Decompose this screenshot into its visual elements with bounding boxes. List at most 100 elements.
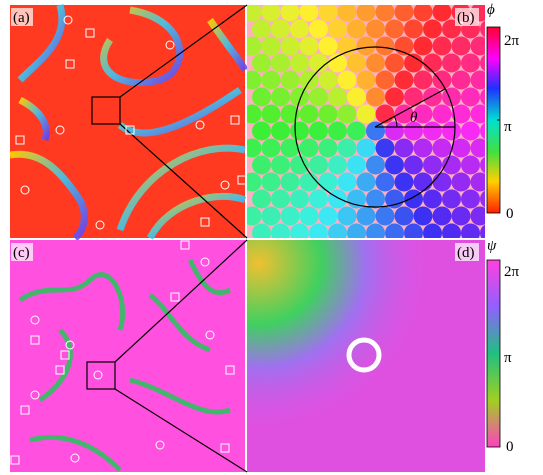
colorbar-symbol: ϕ bbox=[487, 2, 495, 18]
particle bbox=[262, 37, 281, 56]
particle bbox=[243, 3, 262, 22]
particle bbox=[404, 20, 423, 39]
particle bbox=[262, 173, 281, 192]
particle bbox=[309, 20, 328, 39]
panel-a bbox=[10, 5, 245, 238]
particle bbox=[338, 207, 357, 226]
particle bbox=[376, 37, 395, 56]
particle bbox=[385, 20, 404, 39]
particle bbox=[338, 3, 357, 22]
particle bbox=[433, 3, 452, 22]
particle bbox=[366, 88, 385, 107]
particle bbox=[357, 71, 376, 90]
particle bbox=[243, 37, 262, 56]
particle bbox=[290, 54, 309, 73]
particle bbox=[328, 156, 347, 175]
particle bbox=[252, 156, 271, 175]
particle bbox=[452, 139, 471, 158]
particle bbox=[290, 122, 309, 141]
particle bbox=[281, 37, 300, 56]
particle bbox=[347, 122, 366, 141]
particle bbox=[328, 190, 347, 209]
particle bbox=[309, 88, 328, 107]
particle bbox=[366, 54, 385, 73]
particle bbox=[442, 54, 461, 73]
colorbar-tick: 2π bbox=[504, 33, 520, 49]
particle bbox=[376, 173, 395, 192]
particle bbox=[366, 190, 385, 209]
particle bbox=[328, 224, 347, 243]
particle bbox=[376, 207, 395, 226]
particle bbox=[442, 190, 461, 209]
particle bbox=[461, 122, 480, 141]
particle bbox=[262, 105, 281, 124]
particle bbox=[300, 37, 319, 56]
particle bbox=[309, 156, 328, 175]
colorbar-tick: 0 bbox=[506, 206, 514, 222]
particle bbox=[423, 190, 442, 209]
particle bbox=[404, 224, 423, 243]
particle bbox=[433, 37, 452, 56]
particle bbox=[347, 88, 366, 107]
particle bbox=[423, 54, 442, 73]
particle bbox=[319, 207, 338, 226]
particle bbox=[366, 122, 385, 141]
colorbar-tick: π bbox=[504, 119, 512, 135]
colorbar-tick: 0 bbox=[506, 439, 514, 455]
panel-b: θ bbox=[243, 3, 500, 243]
particle bbox=[414, 173, 433, 192]
particle bbox=[423, 88, 442, 107]
particle bbox=[243, 71, 262, 90]
particle bbox=[328, 88, 347, 107]
colorbar-tick: π bbox=[504, 350, 512, 366]
particle bbox=[347, 20, 366, 39]
particle bbox=[414, 37, 433, 56]
particle bbox=[338, 71, 357, 90]
particle bbox=[357, 207, 376, 226]
particle bbox=[328, 20, 347, 39]
particle bbox=[300, 139, 319, 158]
particle bbox=[423, 156, 442, 175]
particle bbox=[395, 207, 414, 226]
particle bbox=[252, 54, 271, 73]
particle bbox=[300, 105, 319, 124]
particle bbox=[395, 71, 414, 90]
particle bbox=[433, 71, 452, 90]
particle bbox=[442, 224, 461, 243]
particle bbox=[300, 3, 319, 22]
particle bbox=[290, 224, 309, 243]
particle bbox=[461, 190, 480, 209]
particle bbox=[271, 88, 290, 107]
particle bbox=[290, 20, 309, 39]
particle bbox=[262, 207, 281, 226]
figure: θ (a) (b) (c) (d) bbox=[0, 0, 543, 475]
particle bbox=[452, 37, 471, 56]
particle bbox=[243, 173, 262, 192]
particle bbox=[376, 105, 395, 124]
particle bbox=[404, 156, 423, 175]
particle bbox=[414, 3, 433, 22]
particle bbox=[252, 224, 271, 243]
particle bbox=[309, 190, 328, 209]
particle bbox=[395, 173, 414, 192]
particle bbox=[309, 224, 328, 243]
particle bbox=[271, 20, 290, 39]
particle bbox=[376, 71, 395, 90]
particle bbox=[395, 3, 414, 22]
particle bbox=[319, 3, 338, 22]
particle bbox=[252, 88, 271, 107]
particle bbox=[414, 139, 433, 158]
particle bbox=[252, 122, 271, 141]
particle bbox=[319, 71, 338, 90]
particle bbox=[452, 71, 471, 90]
particle bbox=[281, 71, 300, 90]
particle bbox=[338, 173, 357, 192]
particle bbox=[309, 122, 328, 141]
particle bbox=[281, 173, 300, 192]
particle bbox=[281, 207, 300, 226]
particle bbox=[366, 156, 385, 175]
particle bbox=[461, 88, 480, 107]
colorbar-symbol: ψ bbox=[487, 238, 497, 254]
particle bbox=[262, 3, 281, 22]
particle bbox=[319, 105, 338, 124]
